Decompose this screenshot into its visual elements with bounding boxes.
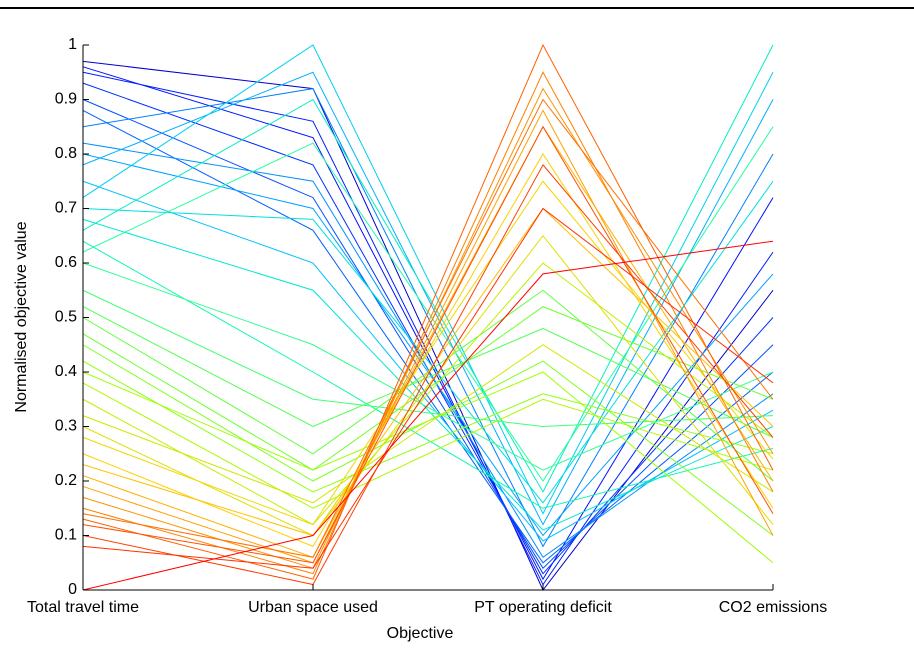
- y-tick-label: 0.5: [55, 309, 77, 326]
- y-tick-label: 0.7: [55, 200, 77, 217]
- data-line: [82, 153, 774, 548]
- data-line: [82, 71, 774, 575]
- data-line: [82, 44, 774, 515]
- data-line: [82, 71, 774, 526]
- data-line: [82, 262, 774, 526]
- y-axis-label: Normalised objective value: [13, 221, 30, 412]
- data-line: [82, 207, 774, 537]
- y-tick-label: 1: [68, 36, 77, 53]
- data-line: [82, 125, 774, 558]
- data-line: [82, 125, 774, 564]
- x-axis-label: Objective: [387, 625, 454, 642]
- data-line: [82, 240, 774, 591]
- x-tick-label: PT operating deficit: [474, 599, 612, 616]
- data-line: [82, 180, 774, 504]
- x-tick-label: Urban space used: [248, 599, 378, 616]
- data-line: [82, 289, 774, 428]
- y-tick-label: 0.6: [55, 254, 77, 271]
- data-line: [82, 371, 774, 564]
- data-line: [82, 180, 774, 542]
- y-tick-label: 0.2: [55, 472, 77, 489]
- y-tick-label: 0.3: [55, 418, 77, 435]
- data-line: [82, 88, 774, 548]
- data-line: [82, 164, 774, 586]
- data-line: [82, 98, 774, 558]
- y-tick-label: 0.4: [55, 363, 77, 380]
- data-line: [82, 382, 774, 509]
- data-line: [82, 99, 774, 569]
- data-line: [82, 43, 774, 580]
- y-tick-label: 0: [68, 581, 77, 598]
- data-line: [82, 60, 774, 591]
- data-line: [82, 109, 774, 564]
- data-line: [82, 360, 774, 493]
- y-tick-label: 0.9: [55, 91, 77, 108]
- x-tick-label: Total travel time: [27, 599, 139, 616]
- data-line: [82, 44, 774, 493]
- y-tick-label: 0.8: [55, 145, 77, 162]
- data-line: [82, 234, 774, 537]
- data-line: [82, 240, 774, 509]
- data-line: [82, 66, 774, 581]
- data-line: [82, 207, 774, 569]
- y-tick-label: 0.1: [55, 527, 77, 544]
- data-line: [82, 344, 774, 504]
- data-line: [82, 306, 774, 438]
- x-tick-label: CO2 emissions: [719, 599, 827, 616]
